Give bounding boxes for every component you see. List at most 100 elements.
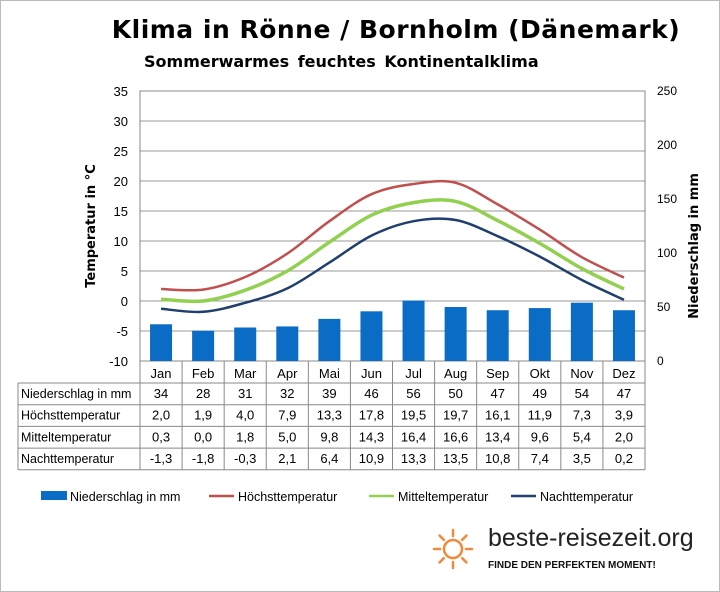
y2-tick-label: 50 (657, 300, 671, 314)
table-cell: 39 (322, 386, 336, 401)
table-cell: 13,4 (485, 429, 510, 444)
table-cell: 31 (238, 386, 252, 401)
month-label: Mar (234, 366, 257, 381)
legend-label: Nachttemperatur (540, 490, 633, 504)
table-cell: 19,7 (443, 408, 468, 423)
table-row-label: Niederschlag in mm (21, 387, 131, 401)
bar-niederschlag (276, 326, 299, 361)
table-cell: 2,0 (152, 408, 170, 423)
legend-label: Höchsttemperatur (238, 490, 337, 504)
table-cell: 9,8 (320, 429, 338, 444)
legend-swatch (41, 491, 67, 500)
table-cell: 28 (196, 386, 210, 401)
sun-ray (438, 534, 446, 542)
y2-axis-label: Niederschlag in mm (687, 173, 702, 319)
sun-ray (438, 556, 446, 564)
table-row-label: Höchsttemperatur (21, 409, 120, 423)
y-tick-label: 20 (114, 174, 128, 189)
bar-niederschlag (192, 330, 215, 361)
table-cell: 7,9 (278, 408, 296, 423)
table-cell: 10,8 (485, 451, 510, 466)
chart-subtitle: Sommerwarmes feuchtes Kontinentalklima (144, 52, 539, 71)
bar-niederschlag (444, 307, 467, 361)
table-cell: 34 (154, 386, 168, 401)
bar-niederschlag (570, 302, 593, 361)
table-cell: 7,3 (573, 408, 591, 423)
y-tick-label: 0 (121, 294, 128, 309)
y-tick-label: 15 (114, 204, 128, 219)
month-label: Jun (361, 366, 382, 381)
table-cell: 1,8 (236, 429, 254, 444)
y-tick-label: -10 (109, 354, 128, 369)
sun-ray (460, 534, 468, 542)
table-cell: 47 (490, 386, 504, 401)
table-cell: 3,5 (573, 451, 591, 466)
bar-niederschlag (234, 327, 257, 361)
y2-tick-label: 0 (657, 354, 664, 368)
month-label: Dez (612, 366, 635, 381)
table-cell: 0,3 (152, 429, 170, 444)
month-label: Feb (192, 366, 214, 381)
table-cell: 54 (575, 386, 589, 401)
line-höchsttemperatur (161, 179, 625, 292)
table-cell: 2,0 (615, 429, 633, 444)
bar-niederschlag (528, 308, 551, 361)
bar-niederschlag (612, 310, 635, 361)
y2-tick-label: 200 (657, 138, 677, 152)
table-cell: 0,0 (194, 429, 212, 444)
y-tick-label: 30 (114, 114, 128, 129)
month-label: Jul (405, 366, 422, 381)
logo-tagline: FINDE DEN PERFEKTEN MOMENT! (488, 560, 656, 571)
table-cell: 13,5 (443, 451, 468, 466)
sun-logo-icon (442, 538, 464, 560)
table-cell: 2,1 (278, 451, 296, 466)
table-cell: 14,3 (359, 429, 384, 444)
y2-tick-label: 250 (657, 84, 677, 98)
month-label: Nov (570, 366, 594, 381)
y-tick-label: 5 (121, 264, 128, 279)
bar-niederschlag (318, 318, 341, 361)
line-mitteltemperatur (160, 198, 625, 304)
table-cell: 6,4 (320, 451, 338, 466)
table-cell: 16,6 (443, 429, 468, 444)
line-nachttemperatur (160, 217, 625, 314)
table-cell: 50 (448, 386, 462, 401)
month-label: Sep (486, 366, 509, 381)
table-cell: 3,9 (615, 408, 633, 423)
table-cell: 4,0 (236, 408, 254, 423)
table-cell: -0,3 (234, 451, 256, 466)
table-cell: 16,4 (401, 429, 426, 444)
table-cell: 5,0 (278, 429, 296, 444)
table-cell: 7,4 (531, 451, 549, 466)
month-label: Apr (277, 366, 298, 381)
table-row-label: Mitteltemperatur (21, 430, 111, 444)
table-cell: 16,1 (485, 408, 510, 423)
y-tick-label: -5 (116, 324, 128, 339)
table-cell: 32 (280, 386, 294, 401)
bar-niederschlag (402, 300, 425, 361)
table-cell: 10,9 (359, 451, 384, 466)
table-cell: 56 (406, 386, 420, 401)
logo-text: beste-reisezeit.org (488, 524, 694, 552)
bar-niederschlag (486, 310, 509, 361)
legend-label: Niederschlag in mm (70, 490, 180, 504)
table-cell: -1,8 (192, 451, 214, 466)
y-tick-label: 25 (114, 144, 128, 159)
table-cell: 5,4 (573, 429, 591, 444)
bar-niederschlag (360, 311, 383, 361)
table-cell: 49 (533, 386, 547, 401)
month-label: Aug (444, 366, 467, 381)
month-label: Jan (151, 366, 172, 381)
chart-title: Klima in Rönne / Bornholm (Dänemark) (111, 15, 681, 44)
y2-tick-label: 150 (657, 192, 677, 206)
table-cell: 17,8 (359, 408, 384, 423)
month-label: Mai (319, 366, 340, 381)
table-cell: 13,3 (317, 408, 342, 423)
y-axis-label: Temperatur in °C (84, 164, 99, 288)
month-label: Okt (530, 366, 551, 381)
table-cell: 19,5 (401, 408, 426, 423)
table-cell: 1,9 (194, 408, 212, 423)
table-cell: 0,2 (615, 451, 633, 466)
table-cell: 47 (617, 386, 631, 401)
